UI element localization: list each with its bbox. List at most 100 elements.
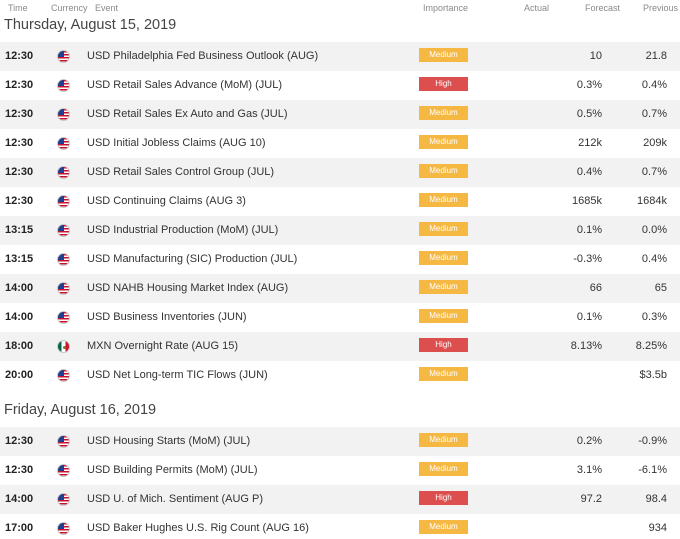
importance-badge: Medium <box>419 48 468 62</box>
previous-value: 0.7% <box>641 108 667 120</box>
forecast-value: 10 <box>589 50 602 62</box>
us-flag-icon <box>57 50 70 63</box>
importance-badge: High <box>419 491 468 505</box>
event-name[interactable]: USD Continuing Claims (AUG 3) <box>87 195 246 207</box>
previous-value: $3.5b <box>639 369 667 381</box>
table-row[interactable]: 12:30 USD Retail Sales Advance (MoM) (JUL… <box>0 71 680 100</box>
importance-badge: Medium <box>419 520 468 534</box>
event-name[interactable]: MXN Overnight Rate (AUG 15) <box>87 340 238 352</box>
column-header-currency: Currency <box>51 3 88 13</box>
column-header-actual: Actual <box>524 3 550 13</box>
us-flag-icon <box>57 464 70 477</box>
us-flag-icon <box>57 166 70 179</box>
forecast-value: 0.3% <box>576 79 602 91</box>
table-row[interactable]: 12:30 USD Continuing Claims (AUG 3) Medium… <box>0 187 680 216</box>
column-header-importance: Importance <box>423 3 469 13</box>
previous-value: 0.7% <box>641 166 667 178</box>
importance-badge: Medium <box>419 193 468 207</box>
forecast-value: 0.1% <box>576 311 602 323</box>
event-time: 18:00 <box>5 340 34 352</box>
event-name[interactable]: USD U. of Mich. Sentiment (AUG P) <box>87 493 264 505</box>
event-time: 14:00 <box>5 282 34 294</box>
us-flag-icon <box>57 493 70 506</box>
table-row[interactable]: 12:30 USD Philadelphia Fed Business Outlo… <box>0 42 680 71</box>
event-name[interactable]: USD Business Inventories (JUN) <box>87 311 247 323</box>
event-time: 14:00 <box>5 493 34 505</box>
column-header-time: Time <box>8 3 28 13</box>
importance-badge: Medium <box>419 106 468 120</box>
event-time: 20:00 <box>5 369 34 381</box>
previous-value: 209k <box>643 137 667 149</box>
event-name[interactable]: USD Baker Hughes U.S. Rig Count (AUG 16) <box>87 522 309 534</box>
event-name[interactable]: USD NAHB Housing Market Index (AUG) <box>87 282 289 294</box>
table-row[interactable]: 14:00 USD Business Inventories (JUN) Mediu… <box>0 303 680 332</box>
day-title: Friday, August 16, 2019 <box>4 402 157 418</box>
event-name[interactable]: USD Philadelphia Fed Business Outlook (A… <box>87 50 319 62</box>
forecast-value: 8.13% <box>570 340 602 352</box>
us-flag-icon <box>57 253 70 266</box>
event-time: 12:30 <box>5 166 34 178</box>
importance-badge: Medium <box>419 462 468 476</box>
event-name[interactable]: USD Manufacturing (SIC) Production (JUL) <box>87 253 298 265</box>
previous-value: -0.9% <box>638 435 667 447</box>
forecast-value: 212k <box>578 137 602 149</box>
importance-badge: Medium <box>419 280 468 294</box>
table-row[interactable]: 20:00 USD Net Long-term TIC Flows (JUN) Me… <box>0 361 680 390</box>
previous-value: 0.4% <box>641 79 667 91</box>
event-time: 12:30 <box>5 195 34 207</box>
forecast-value: -0.3% <box>573 253 602 265</box>
event-time: 12:30 <box>5 79 34 91</box>
table-row[interactable]: 17:00 USD Baker Hughes U.S. Rig Count (AU… <box>0 514 680 539</box>
event-name[interactable]: USD Housing Starts (MoM) (JUL) <box>87 435 251 447</box>
day-title: Thursday, August 15, 2019 <box>4 17 177 33</box>
importance-badge: Medium <box>419 164 468 178</box>
previous-value: 8.25% <box>635 340 667 352</box>
event-time: 12:30 <box>5 435 34 447</box>
forecast-value: 1685k <box>572 195 602 207</box>
table-row[interactable]: 12:30 USD Retail Sales Ex Auto and Gas (J… <box>0 100 680 129</box>
table-row[interactable]: 18:00 MXN Overnight Rate (AUG 15) High 8.13… <box>0 332 680 361</box>
event-name[interactable]: USD Retail Sales Ex Auto and Gas (JUL) <box>87 108 288 120</box>
us-flag-icon <box>57 195 70 208</box>
event-name[interactable]: USD Building Permits (MoM) (JUL) <box>87 464 258 476</box>
previous-value: 0.3% <box>641 311 667 323</box>
mx-flag-icon <box>57 340 70 353</box>
event-time: 12:30 <box>5 108 34 120</box>
table-row[interactable]: 14:00 USD U. of Mich. Sentiment (AUG P) Hi… <box>0 485 680 514</box>
column-header-event: Event <box>95 3 119 13</box>
event-name[interactable]: USD Retail Sales Advance (MoM) (JUL) <box>87 79 283 91</box>
event-name[interactable]: USD Retail Sales Control Group (JUL) <box>87 166 275 178</box>
table-row[interactable]: 12:30 USD Initial Jobless Claims (AUG 10)… <box>0 129 680 158</box>
importance-badge: Medium <box>419 222 468 236</box>
event-time: 12:30 <box>5 50 34 62</box>
forecast-value: 0.2% <box>576 435 602 447</box>
event-time: 12:30 <box>5 464 34 476</box>
event-name[interactable]: USD Initial Jobless Claims (AUG 10) <box>87 137 266 149</box>
previous-value: 65 <box>654 282 667 294</box>
event-time: 13:15 <box>5 224 34 236</box>
us-flag-icon <box>57 224 70 237</box>
table-row[interactable]: 13:15 USD Industrial Production (MoM) (JU… <box>0 216 680 245</box>
forecast-value: 66 <box>589 282 602 294</box>
previous-value: 1684k <box>637 195 667 207</box>
importance-badge: High <box>419 77 468 91</box>
event-name[interactable]: USD Industrial Production (MoM) (JUL) <box>87 224 279 236</box>
table-row[interactable]: 13:15 USD Manufacturing (SIC) Production … <box>0 245 680 274</box>
importance-badge: Medium <box>419 367 468 381</box>
table-row[interactable]: 14:00 USD NAHB Housing Market Index (AUG)… <box>0 274 680 303</box>
us-flag-icon <box>57 369 70 382</box>
previous-value: 0.4% <box>641 253 667 265</box>
event-time: 14:00 <box>5 311 34 323</box>
event-time: 17:00 <box>5 522 34 534</box>
table-row[interactable]: 12:30 USD Building Permits (MoM) (JUL) Med… <box>0 456 680 485</box>
table-row[interactable]: 12:30 USD Retail Sales Control Group (JUL… <box>0 158 680 187</box>
forecast-value: 0.5% <box>576 108 602 120</box>
us-flag-icon <box>57 108 70 121</box>
us-flag-icon <box>57 311 70 324</box>
table-row[interactable]: 12:30 USD Housing Starts (MoM) (JUL) Mediu… <box>0 427 680 456</box>
us-flag-icon <box>57 79 70 92</box>
event-time: 12:30 <box>5 137 34 149</box>
importance-badge: High <box>419 338 468 352</box>
event-name[interactable]: USD Net Long-term TIC Flows (JUN) <box>87 369 268 381</box>
previous-value: -6.1% <box>638 464 667 476</box>
